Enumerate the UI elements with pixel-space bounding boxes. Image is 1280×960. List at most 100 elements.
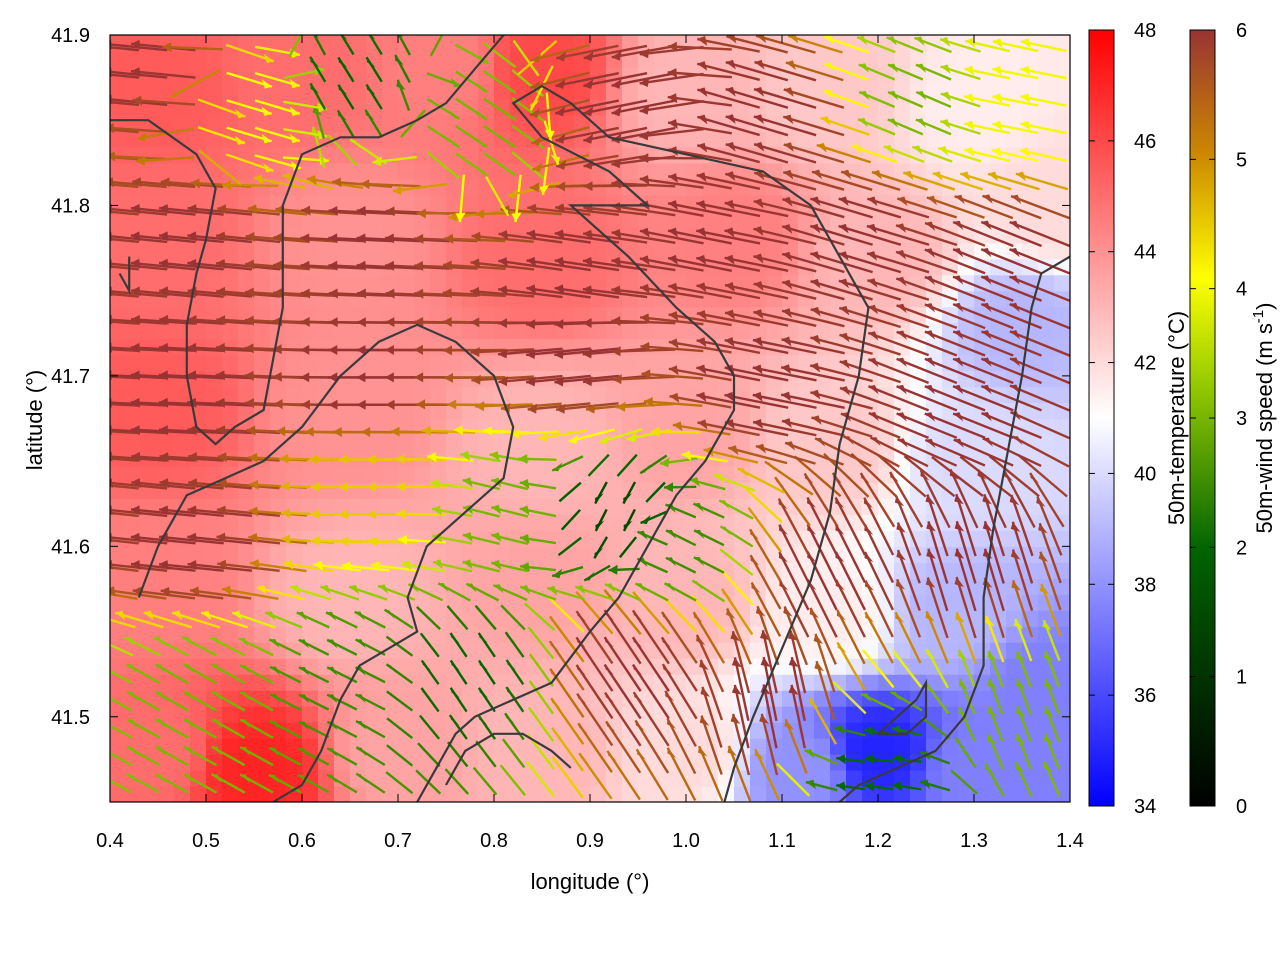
temperature-cell bbox=[494, 306, 511, 324]
wind-arrow bbox=[867, 357, 930, 384]
temperature-cell bbox=[190, 50, 207, 68]
temperature-cell bbox=[462, 194, 479, 212]
temperature-cell bbox=[654, 706, 671, 723]
temperature-cell bbox=[878, 498, 895, 515]
wind-arrow bbox=[200, 610, 249, 629]
temperature-cell bbox=[830, 690, 847, 707]
wind-arrow bbox=[696, 391, 761, 409]
wind-arrow bbox=[730, 630, 751, 694]
temperature-cell bbox=[254, 210, 271, 228]
temperature-cell bbox=[350, 386, 367, 404]
wind-arrow bbox=[939, 119, 981, 135]
temperature-cell bbox=[382, 594, 399, 611]
temperature-cell bbox=[222, 674, 239, 691]
wind-arrow bbox=[582, 229, 648, 244]
temperature-cell bbox=[862, 706, 879, 723]
wind-arrow bbox=[446, 605, 469, 631]
wind-arrow bbox=[187, 451, 252, 462]
temperature-cell bbox=[254, 338, 271, 356]
temperature-cell bbox=[894, 162, 911, 180]
temperature-cell bbox=[254, 322, 271, 340]
wind-arrow bbox=[924, 221, 986, 247]
temperature-cell bbox=[846, 82, 863, 100]
temperature-cell bbox=[334, 546, 351, 563]
colorbar-tick-label: 34 bbox=[1134, 796, 1156, 818]
temperature-cell bbox=[318, 370, 335, 388]
temperature-cell bbox=[414, 466, 431, 484]
temperature-cell bbox=[350, 434, 367, 452]
wind-arrow bbox=[752, 336, 817, 355]
wind-arrow bbox=[992, 120, 1039, 135]
temperature-cell bbox=[990, 770, 1007, 787]
wind-arrow bbox=[889, 471, 924, 528]
wind-arrow bbox=[158, 560, 224, 572]
wind-arrow bbox=[838, 196, 902, 219]
temperature-cell bbox=[398, 130, 415, 148]
temperature-cell bbox=[590, 546, 607, 563]
temperature-cell bbox=[894, 770, 911, 787]
temperature-cell bbox=[526, 418, 543, 436]
wind-arrow bbox=[337, 56, 355, 83]
wind-arrow bbox=[593, 536, 609, 559]
colorbar-tick-label: 3 bbox=[1236, 408, 1247, 430]
temperature-cell bbox=[286, 354, 303, 372]
wind-arrow bbox=[462, 532, 500, 545]
temperature-cell bbox=[494, 242, 511, 260]
wind-arrow bbox=[611, 228, 676, 245]
temperature-cell bbox=[206, 770, 223, 787]
temperature-cell bbox=[942, 162, 959, 180]
wind-arrow bbox=[803, 749, 839, 766]
wind-arrow bbox=[719, 548, 754, 577]
temperature-cell bbox=[798, 242, 815, 260]
temperature-cell bbox=[510, 674, 527, 691]
temperature-cell bbox=[1006, 738, 1023, 755]
temperature-cell bbox=[302, 82, 319, 100]
wind-arrow bbox=[383, 608, 414, 630]
wind-arrow bbox=[417, 742, 441, 768]
wind-arrow bbox=[110, 779, 133, 794]
wind-arrow bbox=[660, 636, 698, 692]
temperature-cell bbox=[382, 642, 399, 659]
temperature-cell bbox=[510, 434, 527, 452]
wind-arrow bbox=[603, 589, 642, 635]
temperature-cell bbox=[206, 514, 223, 531]
temperature-cell bbox=[590, 194, 607, 212]
wind-arrow bbox=[611, 99, 676, 117]
wind-arrow bbox=[550, 697, 585, 745]
wind-arrow bbox=[840, 169, 901, 191]
temperature-cell bbox=[926, 98, 943, 116]
temperature-cell bbox=[814, 786, 831, 802]
temperature-cell bbox=[174, 786, 191, 802]
temperature-cell bbox=[846, 770, 863, 787]
temperature-cell bbox=[894, 66, 911, 84]
temperature-cell bbox=[366, 466, 383, 484]
temperature-cell bbox=[462, 354, 479, 372]
temperature-cell bbox=[846, 210, 863, 228]
temperature-cell bbox=[126, 50, 143, 68]
x-axis-ticks: 0.4 0.5 0.6 0.7 0.8 0.9 1.0 1.1 1.2 1.3 1.4 bbox=[96, 35, 1084, 852]
wind-arrow bbox=[525, 760, 555, 798]
wind-arrow bbox=[661, 663, 698, 720]
temperature-cell bbox=[446, 530, 463, 547]
temperature-cell bbox=[366, 658, 383, 675]
temperature-colorbar-gradient bbox=[1088, 29, 1115, 807]
temperature-cell bbox=[894, 786, 911, 802]
temperature-cell bbox=[862, 786, 879, 802]
temperature-cell bbox=[430, 306, 447, 324]
wind-arrow bbox=[444, 233, 506, 244]
temperature-cell bbox=[494, 514, 511, 531]
temperature-cell bbox=[286, 402, 303, 420]
wind-arrow bbox=[693, 556, 725, 574]
temperature-cell bbox=[510, 162, 527, 180]
temperature-cell bbox=[782, 482, 799, 499]
temperature-cell bbox=[894, 594, 911, 611]
wind-arrow bbox=[641, 369, 704, 380]
wind-arrow bbox=[1009, 494, 1034, 557]
wind-arrow bbox=[1044, 705, 1061, 743]
temperature-cell bbox=[190, 626, 207, 643]
wind-arrow bbox=[820, 116, 870, 136]
wind-arrow bbox=[355, 720, 386, 739]
wind-arrow bbox=[297, 773, 330, 794]
temperature-cell bbox=[366, 66, 383, 84]
wind-arrow bbox=[1015, 650, 1032, 688]
